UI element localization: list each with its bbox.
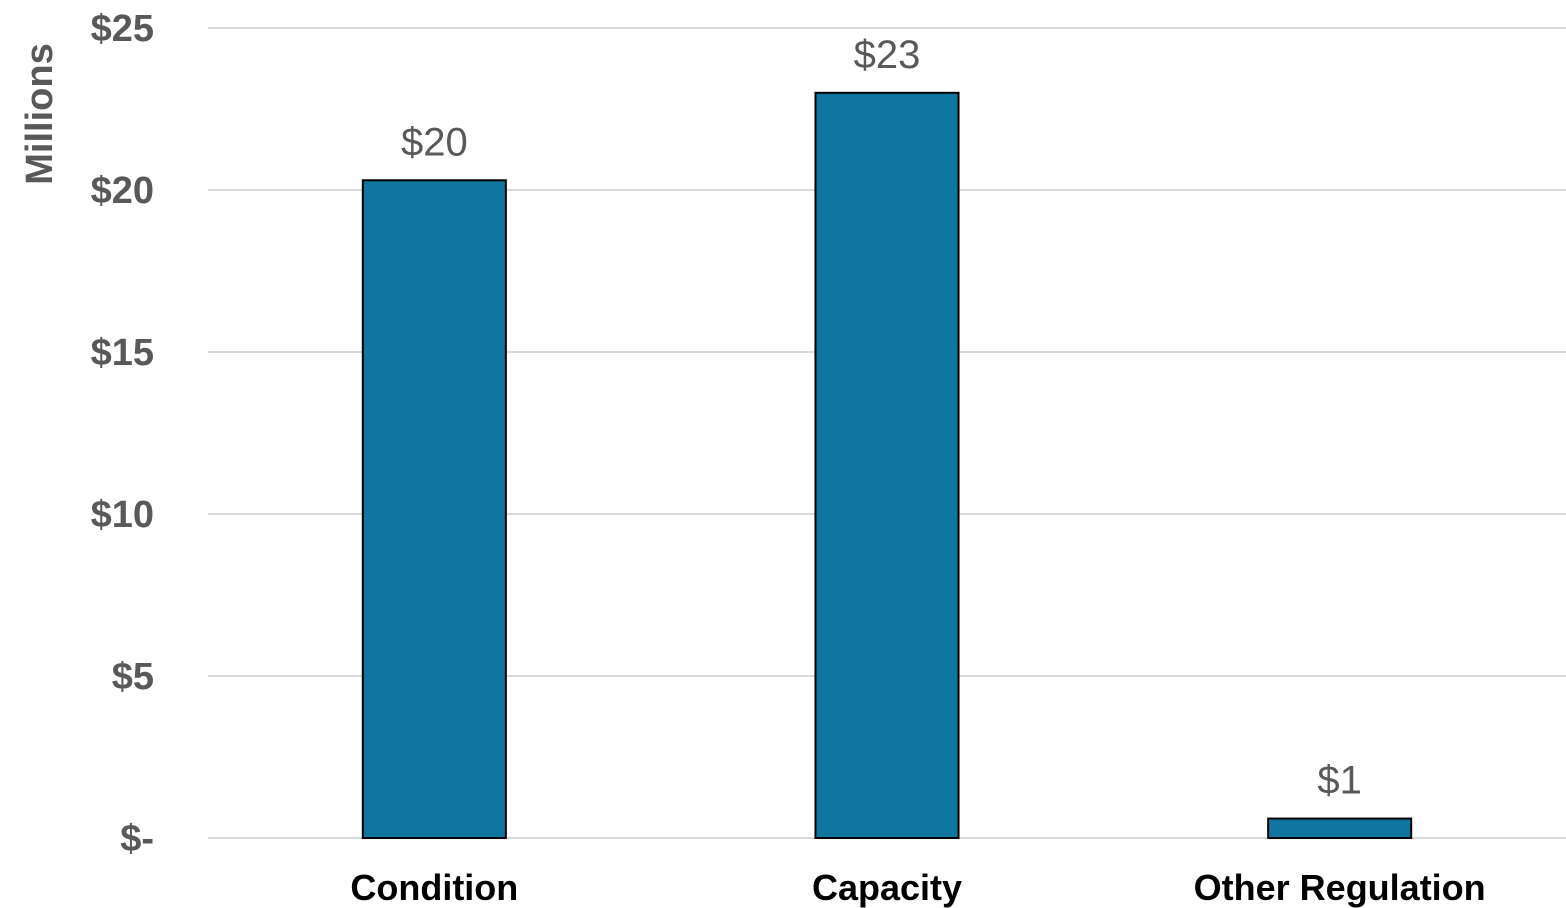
y-tick-label: $5 bbox=[112, 656, 154, 698]
y-axis-tick-labels: $- $5 $10 $15 $20 $25 bbox=[91, 8, 154, 860]
y-tick-label: $25 bbox=[91, 8, 154, 50]
y-tick-label: $10 bbox=[91, 494, 154, 536]
bar-data-label: $20 bbox=[401, 120, 468, 164]
bar bbox=[1267, 817, 1413, 839]
bar-data-label: $1 bbox=[1317, 759, 1362, 803]
x-axis-category-labels: Condition Capacity Other Regulation bbox=[350, 867, 1485, 908]
bar bbox=[814, 91, 960, 840]
x-category-label: Capacity bbox=[812, 867, 962, 908]
x-category-label: Condition bbox=[350, 867, 518, 908]
x-category-label: Other Regulation bbox=[1194, 867, 1486, 908]
bar bbox=[361, 179, 507, 839]
y-axis-title: Millions bbox=[19, 43, 61, 184]
bars bbox=[361, 91, 1413, 840]
y-tick-label: $15 bbox=[91, 332, 154, 374]
y-tick-label: $20 bbox=[91, 170, 154, 212]
bar-data-label: $23 bbox=[854, 33, 921, 77]
data-labels: $20 $23 $1 bbox=[401, 33, 1362, 803]
y-tick-label: $- bbox=[120, 818, 154, 860]
